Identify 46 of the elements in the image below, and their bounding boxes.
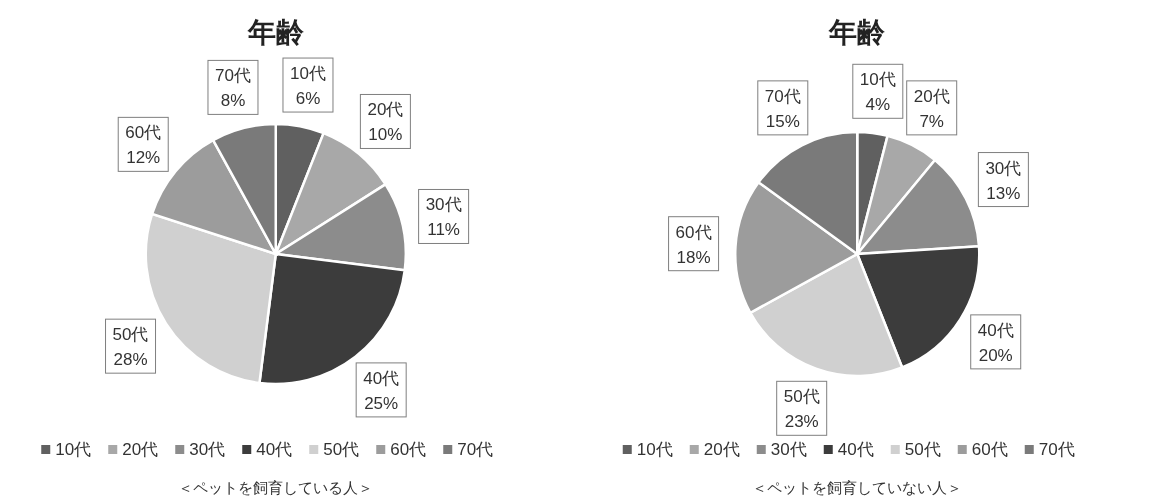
- legend-label: 60代: [971, 440, 1008, 459]
- legend-label: 50代: [323, 440, 360, 459]
- legend-label: 20代: [703, 440, 740, 459]
- text: ＜ペットを飼育していない人＞: [752, 480, 963, 496]
- slice-label: 60代: [125, 123, 162, 143]
- data-label: 15%: [765, 111, 800, 131]
- slice-label: 20代: [367, 100, 404, 120]
- slice-label: 70代: [215, 66, 251, 86]
- slice-label: 50代: [112, 325, 149, 345]
- slice-label: 40代: [977, 320, 1014, 340]
- slice-label: 10代: [859, 70, 896, 90]
- legend-label: 30代: [770, 440, 807, 459]
- slice-label: 50代: [783, 387, 820, 407]
- slice-label: 70代: [764, 86, 801, 106]
- legend-label: 50代: [904, 440, 941, 459]
- slice-label: 40代: [363, 368, 400, 388]
- data-label: 25%: [364, 393, 399, 413]
- legend-label: 40代: [256, 440, 293, 459]
- chart-title: 年齢: [828, 17, 886, 48]
- data-label: 7%: [919, 111, 944, 131]
- legend-label: 70代: [1038, 440, 1075, 459]
- slice-label: 30代: [985, 158, 1022, 178]
- legend-label: 20代: [122, 440, 159, 459]
- slice-label: 10代: [290, 64, 326, 84]
- slice-label: 20代: [913, 86, 950, 106]
- data-label: 13%: [986, 183, 1021, 203]
- data-label: 4%: [865, 95, 891, 115]
- data-label: 8%: [220, 91, 246, 111]
- data-label: 20%: [978, 345, 1013, 365]
- text: ＜ペットを飼育している人＞: [178, 480, 374, 496]
- data-label: 18%: [676, 247, 711, 267]
- legend-label: 10代: [636, 440, 673, 459]
- data-label: 28%: [113, 350, 148, 370]
- legend-label: 10代: [55, 440, 92, 459]
- slice-label: 60代: [675, 222, 712, 242]
- chart-title: 年齢: [246, 17, 304, 48]
- data-label: 12%: [126, 148, 161, 168]
- data-label: 11%: [427, 220, 460, 240]
- data-label: 10%: [368, 125, 403, 145]
- data-label: 6%: [295, 89, 321, 109]
- legend-label: 40代: [837, 440, 874, 459]
- slice-label: 30代: [425, 195, 462, 215]
- legend-label: 70代: [457, 440, 494, 459]
- data-label: 23%: [784, 412, 819, 432]
- legend-label: 30代: [189, 440, 226, 459]
- legend-label: 60代: [390, 440, 427, 459]
